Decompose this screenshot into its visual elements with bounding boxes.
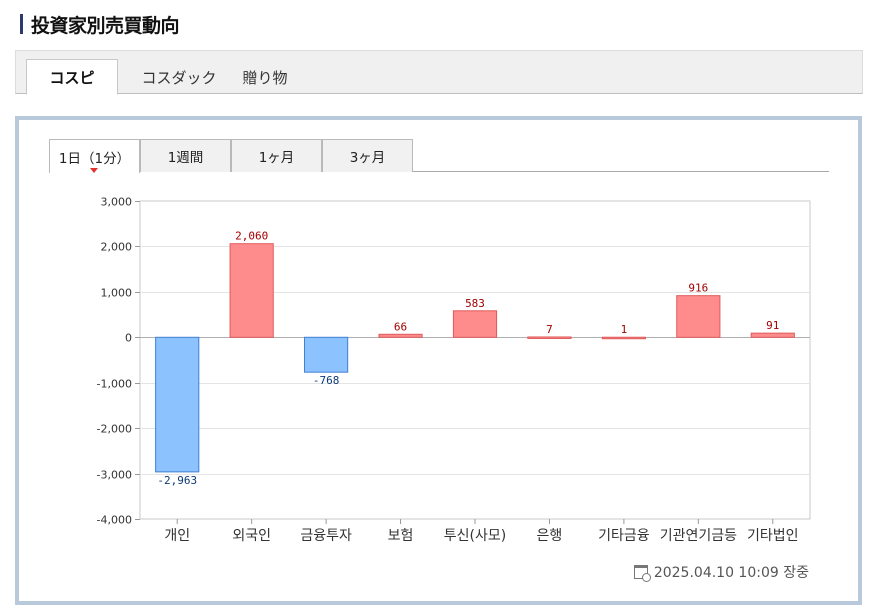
bar-value-label: 916 [688, 282, 708, 295]
bar-value-label: 2,060 [235, 230, 268, 243]
x-axis-categories: 개인 외국인 금융투자 보험 투신(사모) 은행 기타금융 기관연기금등 기타법인 [164, 519, 799, 544]
bar-value-label: 583 [465, 297, 485, 310]
y-tick-label: -3,000 [97, 469, 132, 482]
section-header: 投資家別売買動向 [20, 10, 180, 38]
x-category-label: 은행 [537, 528, 563, 544]
tab-1day-label: 1日（1分） [58, 150, 131, 167]
tab-gift[interactable]: 贈り物 [242, 68, 288, 87]
y-tick-label: 1,000 [101, 287, 133, 300]
bar-0[interactable] [155, 336, 200, 473]
x-category-label: 보험 [388, 528, 414, 544]
x-category-label: 기타금융 [598, 528, 650, 544]
bar-value-label: -768 [313, 374, 340, 387]
y-tick-label: 0 [125, 332, 132, 345]
tab-kosdaq[interactable]: コスダック [141, 68, 217, 87]
tab-kospi[interactable]: コスピ [26, 59, 118, 95]
bar-value-label: 7 [546, 323, 553, 336]
tab-1day[interactable]: 1日（1分） [49, 139, 140, 173]
calendar-clock-icon [633, 565, 651, 582]
bar-5[interactable] [527, 336, 572, 339]
bar-value-label: 66 [394, 320, 407, 333]
y-tick-label: -2,000 [97, 423, 132, 436]
y-tick-label: 2,000 [101, 241, 133, 254]
x-category-label: 개인 [164, 528, 190, 544]
y-tick-label: -1,000 [97, 378, 132, 391]
bars [155, 243, 795, 473]
title-accent-bar [20, 14, 23, 34]
bar-4[interactable] [452, 310, 498, 338]
tab-1month[interactable]: 1ヶ月 [231, 139, 322, 172]
bar-value-label: -2,963 [157, 474, 197, 487]
bar-3[interactable] [378, 333, 423, 338]
x-category-label: 기타법인 [747, 528, 799, 544]
tab-3month[interactable]: 3ヶ月 [322, 139, 413, 172]
page-title: 投資家別売買動向 [31, 14, 180, 37]
x-category-label: 외국인 [232, 528, 271, 544]
y-axis-ticks: 3,000 2,000 1,000 0 -1,000 -2,000 -3,000 -4,000 [97, 196, 140, 527]
bar-value-label: 91 [766, 319, 779, 332]
bar-1[interactable] [229, 243, 274, 338]
period-tab-bar: 1日（1分） 1週間 1ヶ月 3ヶ月 [49, 139, 829, 173]
market-tab-bar: コスピ コスダック 贈り物 [15, 50, 863, 95]
bar-6[interactable] [601, 336, 646, 340]
y-tick-label: -4,000 [97, 514, 132, 527]
timestamp-text: 2025.04.10 10:09 장중 [653, 565, 809, 581]
bar-2[interactable] [304, 336, 349, 373]
bar-8[interactable] [750, 332, 795, 338]
tab-1week[interactable]: 1週間 [140, 139, 231, 172]
bar-7[interactable] [676, 295, 721, 338]
x-category-label: 금융투자 [300, 528, 352, 544]
x-category-label: 투신(사모) [444, 528, 506, 544]
timestamp: 2025.04.10 10:09 장중 [633, 562, 809, 582]
data-labels: -2,963 2,060 -768 66 583 7 1 916 91 [157, 230, 779, 487]
bar-value-label: 1 [621, 323, 628, 336]
x-category-label: 기관연기금등 [660, 528, 737, 544]
y-tick-label: 3,000 [101, 196, 133, 209]
selected-caret-icon [90, 168, 98, 173]
